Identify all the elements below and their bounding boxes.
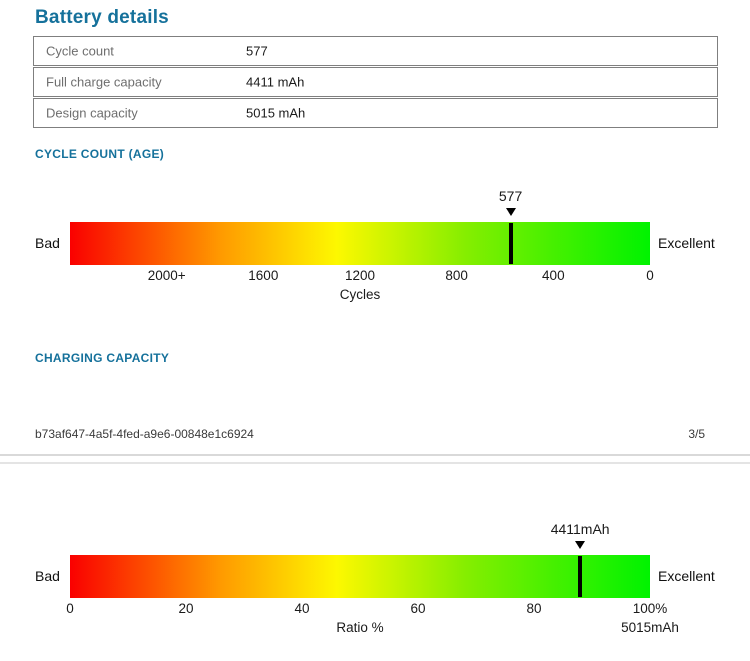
marker-triangle-icon	[505, 208, 516, 216]
report-id: b73af647-4a5f-4fed-a9e6-00848e1c6924	[35, 427, 254, 441]
table-row: Design capacity 5015 mAh	[33, 98, 718, 128]
table-row-value: 4411 mAh	[246, 74, 305, 90]
axis-tick-label: 80	[526, 601, 542, 616]
battery-details-table: Cycle count 577 Full charge capacity 4411 m…	[33, 36, 718, 129]
page-break-divider	[0, 454, 750, 466]
axis-tick-label: 40	[294, 601, 310, 616]
page-break-line-bottom	[0, 462, 750, 464]
table-row-value: 5015 mAh	[246, 105, 306, 121]
axis-tick-label: 1200	[344, 268, 376, 283]
axis-caption: Cycles	[339, 287, 381, 302]
table-row: Cycle count 577	[33, 36, 718, 66]
table-row-label: Design capacity	[46, 105, 138, 121]
gauge-right-label: Excellent	[658, 568, 715, 584]
gauge-gradient-bar	[70, 555, 650, 598]
page-indicator: 3/5	[688, 427, 705, 441]
gauge-left-label: Bad	[35, 568, 60, 584]
table-row-label: Full charge capacity	[46, 74, 162, 90]
axis-tick-label: 1600	[248, 268, 279, 283]
page-break-line-top	[0, 454, 750, 456]
section-heading-charging-capacity: CHARGING CAPACITY	[35, 351, 170, 365]
gauge-marker-label: 4411mAh	[550, 521, 610, 537]
gauge-left-label: Bad	[35, 235, 60, 251]
axis-tick-label: 100%	[632, 601, 668, 616]
marker-triangle-icon	[575, 541, 586, 549]
axis-tick-label: 0	[66, 601, 74, 616]
table-row-label: Cycle count	[46, 43, 114, 59]
axis-right-sublabel: 5015mAh	[621, 620, 679, 635]
table-row: Full charge capacity 4411 mAh	[33, 67, 718, 97]
gauge-gradient-bar	[70, 222, 650, 265]
axis-tick-label: 20	[178, 601, 194, 616]
gauge-right-label: Excellent	[658, 235, 715, 251]
report-footer: b73af647-4a5f-4fed-a9e6-00848e1c6924 3/5	[35, 427, 705, 441]
axis-tick-label: 0	[646, 268, 654, 283]
section-heading-cycle-count: CYCLE COUNT (AGE)	[35, 147, 165, 161]
cycle-count-gauge-chart: 577 Bad Excellent 2000+ 1600 1200 800 400 0 Cycle…	[0, 185, 750, 320]
charging-capacity-gauge-chart: 4411mAh Bad Excellent 0 20 40 60 80 100% Ratio % 5…	[0, 518, 750, 653]
page-title: Battery details	[35, 7, 169, 28]
axis-tick-label: 400	[542, 268, 565, 283]
gauge-marker-label: 577	[498, 188, 523, 204]
axis-caption: Ratio %	[336, 620, 384, 635]
gauge-marker-line	[508, 223, 513, 264]
axis-tick-label: 60	[410, 601, 426, 616]
axis-tick-label: 2000+	[147, 268, 186, 283]
gauge-marker-line	[578, 556, 583, 597]
table-row-value: 577	[246, 43, 268, 59]
axis-tick-label: 800	[445, 268, 468, 283]
